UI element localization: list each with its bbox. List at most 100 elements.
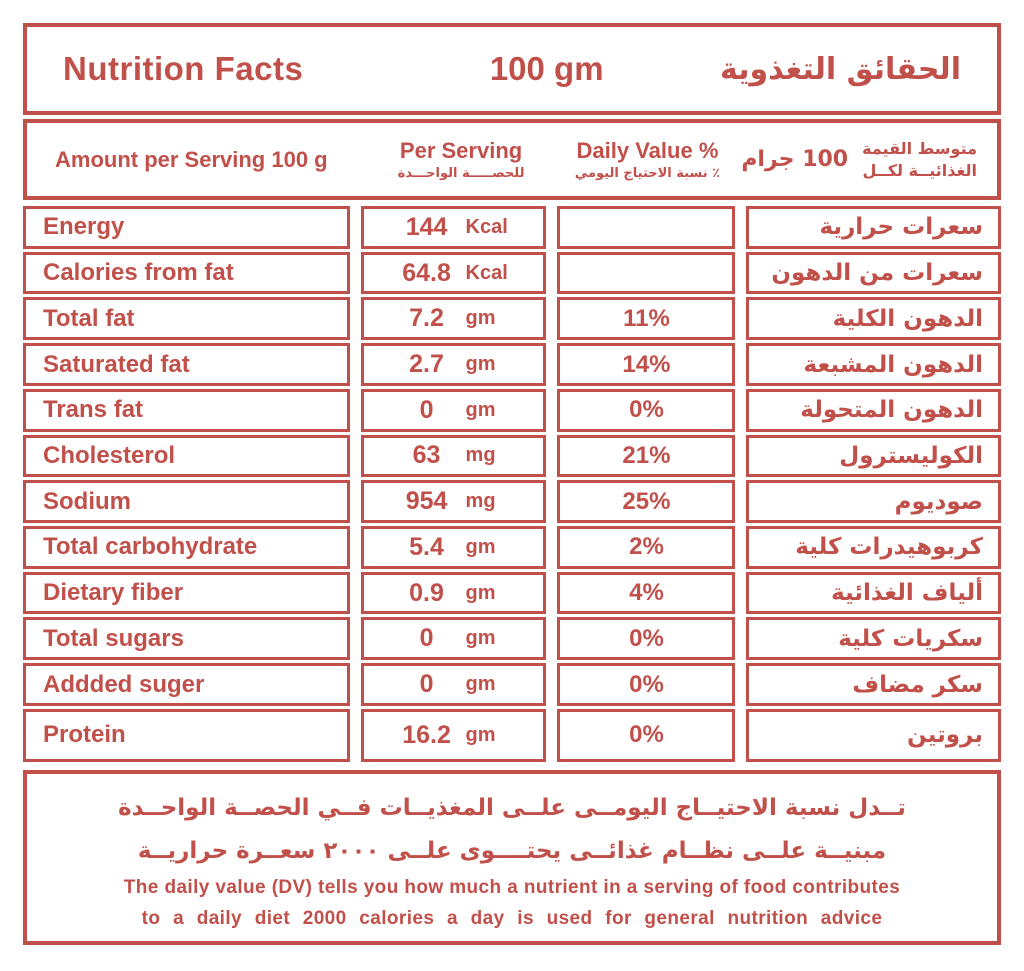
nutrient-name-arabic: الدهون الكلية xyxy=(832,305,983,332)
nutrient-name-arabic-cell: الدهون المشبعة xyxy=(746,343,1001,386)
nutrient-value-cell: 0 gm xyxy=(360,617,547,661)
title-english: Nutrition Facts xyxy=(63,50,304,87)
nutrient-value: 64.8 xyxy=(402,258,451,287)
nutrient-name-arabic-cell: الكوليسترول xyxy=(746,434,1001,478)
nutrient-name: Total fat xyxy=(43,304,135,332)
nutrient-name-arabic: سعرات من الدهون xyxy=(771,260,983,287)
daily-value-label-ar: ٪ نسبة الاحتياج اليومي xyxy=(574,166,721,181)
daily-value: 14% xyxy=(622,350,671,378)
nutrient-name-arabic-cell: ألياف الغذائية xyxy=(746,571,1001,615)
nutrient-name: Total sugars xyxy=(43,624,184,652)
column-headers: Amount per Serving 100 g Per Serving للح… xyxy=(23,119,1001,200)
per-100g-label-line1: متوسط القيمة xyxy=(862,138,977,158)
nutrient-name-cell: Total sugars xyxy=(23,617,350,661)
daily-value-cell: 14% xyxy=(557,343,736,386)
daily-value: 4% xyxy=(629,579,664,607)
nutrient-value: 16.2 xyxy=(402,720,451,749)
daily-value-cell xyxy=(557,206,736,249)
nutrient-unit: gm xyxy=(465,307,496,330)
daily-value: 21% xyxy=(622,441,671,469)
nutrient-value-cell: 0.9 gm xyxy=(360,571,547,615)
nutrient-name-arabic: الدهون المتحولة xyxy=(800,397,983,424)
nutrient-value-cell: 0 gm xyxy=(360,663,547,706)
nutrient-name: Total carbohydrate xyxy=(43,533,258,561)
nutrient-name-arabic: بروتين xyxy=(907,722,983,749)
nutrient-value: 954 xyxy=(405,487,448,516)
footnote-english-line1: The daily value (DV) tells you how much … xyxy=(123,877,901,899)
per-100g-value-ar: 100 جرام xyxy=(741,147,849,172)
nutrient-name-arabic: الدهون المشبعة xyxy=(803,351,983,378)
nutrient-unit: mg xyxy=(465,444,496,467)
per-serving-label-ar: للحصـــــة الواحـــدة xyxy=(397,166,525,181)
nutrient-value-cell: 5.4 gm xyxy=(360,526,547,569)
nutrient-name-arabic: صوديوم xyxy=(894,488,983,515)
daily-value-cell: 0% xyxy=(557,617,736,661)
nutrient-value: 2.7 xyxy=(409,350,444,379)
serving-size: 100 gm xyxy=(489,50,604,87)
nutrient-value: 5.4 xyxy=(409,532,444,561)
nutrient-name-arabic-cell: سعرات من الدهون xyxy=(746,251,1001,295)
nutrient-name-arabic-cell: سكر مضاف xyxy=(746,663,1001,706)
nutrient-unit: gm xyxy=(465,535,496,558)
nutrient-value: 7.2 xyxy=(409,304,444,333)
per-100g-header-ar: متوسط القيمة الغذائيــة لكــل 100 جرام xyxy=(741,138,983,181)
footnote-arabic-line1: تــدل نسبة الاحتيــاج اليومــى علــى الم… xyxy=(118,795,906,821)
nutrient-unit: Kcal xyxy=(465,261,508,284)
nutrients-table: Energy Calories from fat Total fat Satur… xyxy=(23,206,1001,762)
nutrient-name-cell: Dietary fiber xyxy=(23,571,350,615)
daily-value-cell: 25% xyxy=(557,480,736,524)
nutrient-name-cell: Sodium xyxy=(23,480,350,524)
nutrient-name-cell: Saturated fat xyxy=(23,343,350,386)
nutrient-name-arabic-cell: سكريات كلية xyxy=(746,617,1001,661)
nutrient-name-arabic: الكوليسترول xyxy=(839,442,983,469)
nutrient-name-arabic-cell: سعرات حرارية xyxy=(746,206,1001,249)
daily-value-cell: 0% xyxy=(557,663,736,706)
nutrient-name-arabic-cell: صوديوم xyxy=(746,480,1001,524)
header: Nutrition Facts 100 gm الحقائق التغذوية xyxy=(23,23,1001,115)
amount-per-serving-label: Amount per Serving 100 g xyxy=(55,146,328,172)
footnote-arabic-line2: مبنيــة علــى نظــام غذائــى يحتــــوى ع… xyxy=(137,837,887,864)
nutrient-name-cell: Total fat xyxy=(23,297,350,341)
nutrient-name-cell: Protein xyxy=(23,708,350,762)
nutrient-name: Addded suger xyxy=(43,670,205,698)
nutrient-value-cell: 2.7 gm xyxy=(360,343,547,386)
nutrient-unit: gm xyxy=(465,673,496,696)
daily-value-header: Daily Value % ٪ نسبة الاحتياج اليومي xyxy=(554,138,740,181)
daily-value-cell: 4% xyxy=(557,571,736,615)
nutrient-unit: gm xyxy=(465,723,496,746)
footnote-english-line2: to a daily diet 2000 calories a day is u… xyxy=(141,908,883,930)
per-100g-label-line2: الغذائيــة لكــل xyxy=(862,160,977,180)
column-per-serving-values: 144 Kcal 64.8 Kcal 7.2 gm 2.7 gm 0 gm 63 mg 95… xyxy=(360,206,547,762)
nutrient-unit: gm xyxy=(465,581,496,604)
nutrient-value: 0.9 xyxy=(409,578,444,607)
nutrient-name-cell: Trans fat xyxy=(23,388,350,432)
nutrient-value-cell: 16.2 gm xyxy=(360,708,547,762)
nutrient-value-cell: 144 Kcal xyxy=(360,206,547,249)
nutrient-value-cell: 63 mg xyxy=(360,434,547,478)
nutrient-value: 63 xyxy=(412,441,441,470)
per-serving-label-en: Per Serving xyxy=(399,138,523,163)
daily-value: 25% xyxy=(622,487,671,515)
daily-value-cell: 21% xyxy=(557,434,736,478)
per-serving-header: Per Serving للحصـــــة الواحـــدة xyxy=(368,138,554,181)
daily-value: 0% xyxy=(629,670,664,698)
nutrient-name-arabic-cell: الدهون الكلية xyxy=(746,297,1001,341)
daily-value: 0% xyxy=(629,624,664,652)
daily-value: 11% xyxy=(623,304,670,332)
nutrient-unit: mg xyxy=(465,490,496,513)
nutrient-name-arabic-cell: بروتين xyxy=(746,708,1001,762)
nutrient-name: Sodium xyxy=(43,487,131,515)
daily-value: 2% xyxy=(629,533,664,561)
column-daily-values: 11% 14% 0% 21% 25% 2% 4% 0% 0% 0% xyxy=(557,206,736,762)
nutrient-name-arabic: سعرات حرارية xyxy=(819,214,983,241)
nutrient-name-arabic: سكر مضاف xyxy=(852,671,983,698)
daily-value-label-en: Daily Value % xyxy=(576,138,719,163)
nutrient-unit: gm xyxy=(465,627,496,650)
daily-value: 0% xyxy=(629,721,664,749)
nutrient-name-cell: Addded suger xyxy=(23,663,350,706)
daily-value-cell: 0% xyxy=(557,388,736,432)
footnote: تــدل نسبة الاحتيــاج اليومــى علــى الم… xyxy=(23,770,1001,945)
nutrient-value-cell: 64.8 Kcal xyxy=(360,251,547,295)
nutrient-value-cell: 7.2 gm xyxy=(360,297,547,341)
